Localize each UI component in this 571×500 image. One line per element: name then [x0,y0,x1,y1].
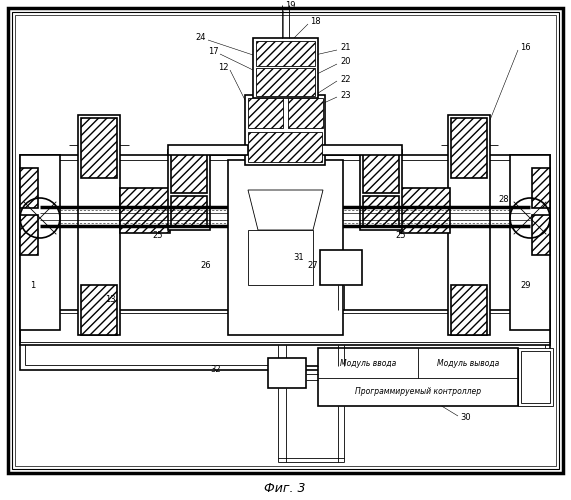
Bar [451,285,487,335]
Bar [248,230,313,285]
Text: 22: 22 [340,76,351,84]
Bar [363,153,399,193]
Bar [521,351,550,403]
Text: Программируемый контроллер: Программируемый контроллер [355,388,481,396]
Text: Модуль вывода: Модуль вывода [437,358,499,368]
Bar [25,160,545,365]
Bar [248,98,283,128]
Text: 20: 20 [340,58,351,66]
Bar [248,132,322,162]
Text: 25: 25 [395,230,405,239]
Bar [363,196,399,226]
Bar [268,358,306,388]
Text: 23: 23 [340,92,351,100]
Bar [518,348,553,406]
Bar [120,188,170,233]
Text: 24: 24 [195,34,206,42]
Bar [228,160,343,335]
Bar [168,150,210,230]
Bar [20,310,550,345]
Text: 21: 21 [340,44,351,52]
Text: 19: 19 [285,2,296,11]
Bar [320,250,362,285]
Text: 32: 32 [210,366,220,374]
Text: 1: 1 [30,280,35,289]
Bar [81,118,117,178]
Bar [451,118,487,178]
Bar [20,215,38,255]
Text: 12: 12 [218,64,228,72]
Bar [245,95,325,165]
Text: БП: БП [280,368,294,378]
Text: Фиг. 3: Фиг. 3 [264,482,305,494]
Text: 17: 17 [208,48,219,56]
Bar [318,348,518,406]
Bar [20,155,60,330]
Bar [78,115,120,335]
Bar [171,196,207,226]
Bar [448,115,490,335]
Text: 31: 31 [293,254,304,262]
Bar [510,155,550,330]
Bar [256,41,315,66]
Bar [532,168,550,208]
Bar [400,188,450,233]
Bar [532,215,550,255]
Bar [360,150,402,230]
Bar [168,145,248,155]
Bar [20,155,550,370]
Text: 28: 28 [498,196,509,204]
Text: Модуль ввода: Модуль ввода [340,358,396,368]
Bar [20,168,38,208]
Bar [171,153,207,193]
Text: 27: 27 [307,260,317,270]
Text: ДВ: ДВ [334,262,348,272]
Polygon shape [248,190,323,230]
Bar [253,38,318,98]
Bar [288,98,323,128]
Text: 26: 26 [200,260,211,270]
Text: 13: 13 [105,296,115,304]
Text: 29: 29 [520,280,530,289]
Bar [256,68,315,96]
Text: 30: 30 [460,414,471,422]
Bar [320,145,402,155]
Text: 25: 25 [152,230,163,239]
Text: 18: 18 [310,18,321,26]
Text: 16: 16 [520,44,530,52]
Bar [20,313,550,342]
Bar [81,285,117,335]
